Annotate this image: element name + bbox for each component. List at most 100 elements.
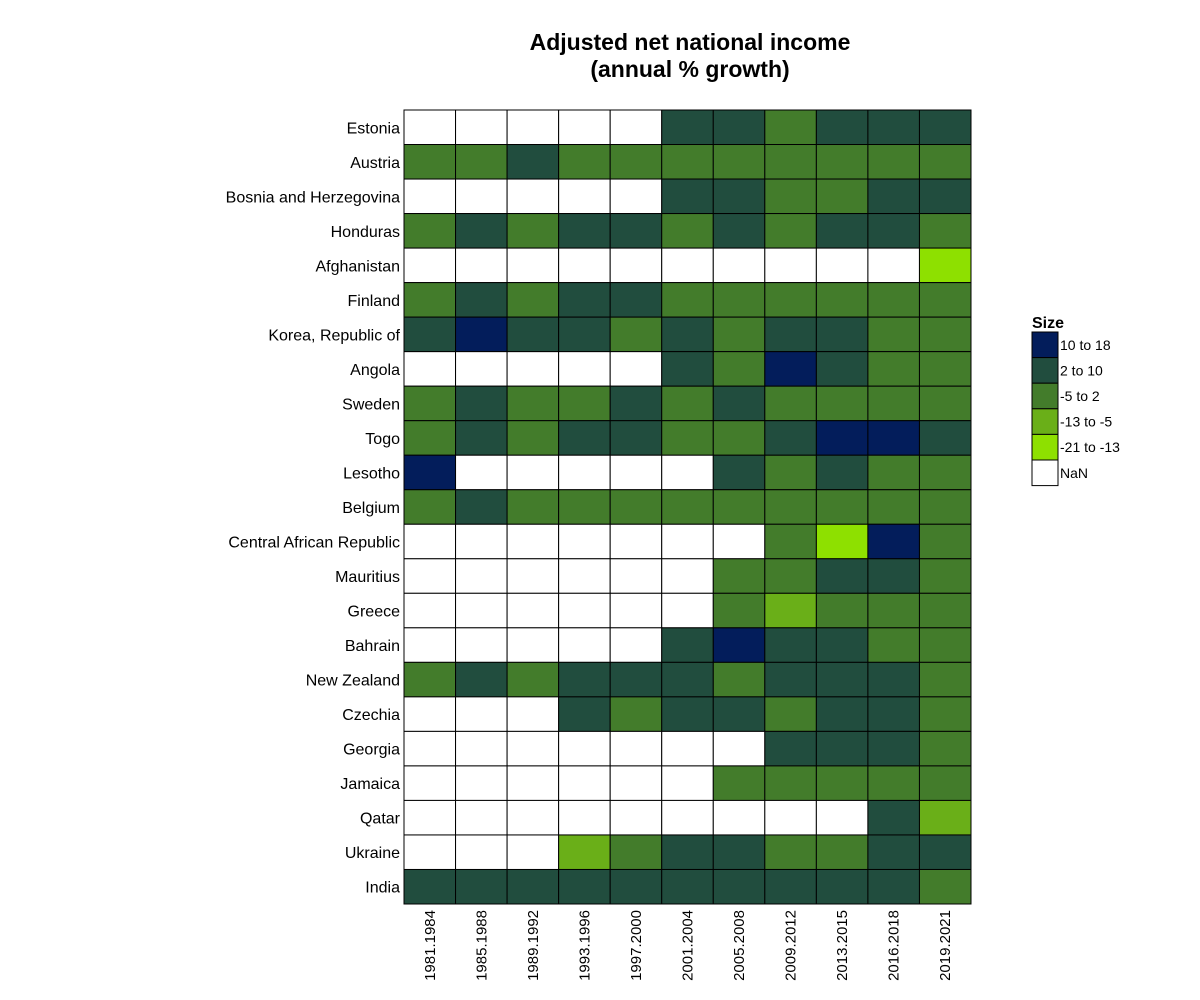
- heatmap-cell: [403, 730, 457, 767]
- heatmap-cell: [506, 316, 560, 353]
- legend-swatch: [1031, 357, 1059, 384]
- heatmap-cell: [661, 178, 714, 215]
- heatmap-cell: [764, 420, 817, 456]
- heatmap-cell: [403, 213, 457, 249]
- heatmap-cell: [764, 834, 817, 870]
- heatmap-cell: [764, 282, 817, 318]
- x-tick-label: 2001.2004: [680, 910, 697, 981]
- heatmap-cell: [867, 420, 920, 456]
- heatmap-cell: [918, 178, 972, 215]
- heatmap-cell: [403, 799, 457, 836]
- y-tick-label: India: [365, 880, 400, 897]
- heatmap-cell: [455, 765, 508, 801]
- heatmap-cell: [764, 868, 817, 905]
- heatmap-cell: [661, 730, 714, 767]
- heatmap-cell: [506, 868, 560, 905]
- heatmap-cell: [764, 661, 817, 698]
- heatmap-cell: [558, 868, 611, 905]
- y-tick-label: Honduras: [331, 224, 400, 241]
- heatmap-cell: [661, 385, 714, 422]
- heatmap-cell: [506, 592, 560, 629]
- heatmap-cell: [403, 489, 457, 525]
- heatmap-cell: [764, 799, 817, 836]
- heatmap-cell: [455, 661, 508, 698]
- heatmap-cell: [867, 558, 920, 594]
- heatmap-cell: [455, 868, 508, 905]
- heatmap-cell: [455, 178, 508, 215]
- y-tick-label: Finland: [348, 293, 400, 310]
- heatmap-cell: [455, 627, 508, 663]
- heatmap-cell: [712, 558, 766, 594]
- heatmap-cell: [867, 178, 920, 215]
- heatmap-cell: [815, 627, 869, 663]
- heatmap-cell: [455, 247, 508, 284]
- heatmap-cell: [455, 109, 508, 146]
- x-tick-label: 1989.1992: [525, 910, 542, 981]
- heatmap-cell: [661, 247, 714, 284]
- heatmap-cell: [918, 661, 972, 698]
- heatmap-cell: [764, 351, 817, 387]
- heatmap-cell: [609, 799, 663, 836]
- heatmap-cell: [918, 730, 972, 767]
- legend-swatch: [1031, 408, 1059, 435]
- heatmap-cell: [712, 627, 766, 663]
- heatmap-cell: [558, 627, 611, 663]
- heatmap-cell: [558, 213, 611, 249]
- heatmap-cell: [661, 489, 714, 525]
- heatmap-cell: [918, 868, 972, 905]
- heatmap-cell: [918, 558, 972, 594]
- heatmap-cell: [815, 696, 869, 732]
- heatmap-cell: [815, 799, 869, 836]
- heatmap-cell: [712, 834, 766, 870]
- heatmap-cell: [403, 765, 457, 801]
- heatmap-cell: [506, 765, 560, 801]
- heatmap-cell: [712, 420, 766, 456]
- y-tick-label: Lesotho: [343, 465, 400, 482]
- heatmap-cell: [918, 213, 972, 249]
- legend-label: -5 to 2: [1060, 388, 1100, 404]
- heatmap-cell: [661, 316, 714, 353]
- y-tick-label: Austria: [350, 155, 400, 172]
- heatmap-cell: [609, 316, 663, 353]
- heatmap-cell: [867, 282, 920, 318]
- y-tick-label: Estonia: [347, 120, 400, 137]
- heatmap-cell: [403, 868, 457, 905]
- heatmap-cell: [558, 282, 611, 318]
- heatmap-cell: [764, 454, 817, 491]
- heatmap-cell: [815, 247, 869, 284]
- heatmap-cell: [867, 592, 920, 629]
- heatmap-cell: [918, 351, 972, 387]
- heatmap-cell: [918, 454, 972, 491]
- heatmap-cell: [403, 109, 457, 146]
- y-axis-tick-labels: Estonia Austria Bosnia and Herzegovina Hond…: [226, 120, 401, 896]
- heatmap-cell: [455, 730, 508, 767]
- heatmap-cell: [867, 868, 920, 905]
- x-axis-tick-labels: 1981.1984 1985.1988 1989.1992 1993.1996 1997…: [422, 910, 954, 981]
- heatmap-cell: [815, 730, 869, 767]
- chart-title: Adjusted net national income (annual % g…: [530, 29, 851, 82]
- legend-title: Size: [1032, 315, 1064, 332]
- heatmap-cell: [609, 385, 663, 422]
- heatmap-cell: [455, 558, 508, 594]
- heatmap-cell: [506, 627, 560, 663]
- heatmap-cell: [661, 627, 714, 663]
- heatmap-cell: [403, 282, 457, 318]
- heatmap-cell: [764, 696, 817, 732]
- heatmap-cell: [506, 351, 560, 387]
- heatmap-cell: [867, 627, 920, 663]
- heatmap-cell: [455, 489, 508, 525]
- heatmap-cell: [558, 592, 611, 629]
- heatmap-cell: [867, 799, 920, 836]
- heatmap-cell: [455, 144, 508, 180]
- heatmap-cell: [712, 144, 766, 180]
- heatmap-cell: [609, 109, 663, 146]
- heatmap-cell: [455, 316, 508, 353]
- heatmap-cell: [609, 282, 663, 318]
- heatmap-cell: [609, 489, 663, 525]
- heatmap-cell: [506, 109, 560, 146]
- heatmap-cell: [609, 523, 663, 560]
- x-tick-label: 2019.2021: [937, 910, 954, 981]
- heatmap-cell: [455, 213, 508, 249]
- heatmap-cell: [815, 213, 869, 249]
